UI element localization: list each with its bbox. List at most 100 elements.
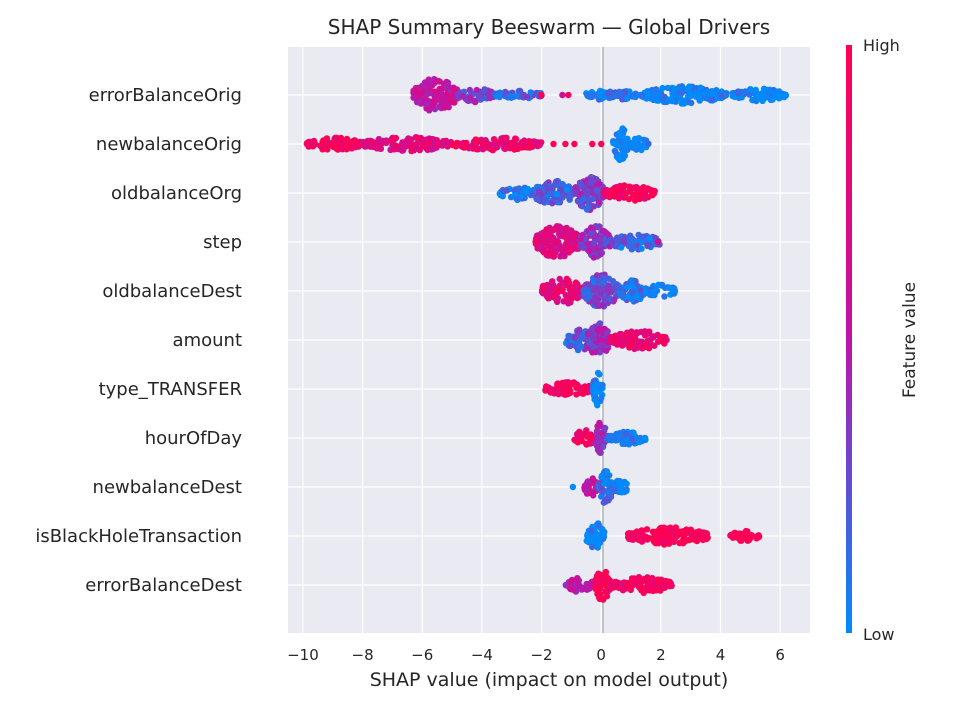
shap-point xyxy=(559,91,566,99)
shap-point xyxy=(535,187,543,195)
shap-point xyxy=(645,140,652,147)
shap-point xyxy=(567,285,574,293)
feature-label: isBlackHoleTransaction xyxy=(35,526,242,547)
shap-point xyxy=(466,86,473,94)
feature-label: oldbalanceOrg xyxy=(111,183,242,204)
shap-point xyxy=(596,371,603,378)
shap-point xyxy=(676,84,683,91)
shap-point xyxy=(566,291,573,299)
shap-point xyxy=(629,243,637,250)
shap-point xyxy=(474,145,481,152)
shap-point xyxy=(565,91,572,99)
colorbar xyxy=(846,45,852,633)
feature-label: newbalanceDest xyxy=(93,477,242,498)
shap-point xyxy=(630,184,637,191)
feature-label: type_TRANSFER xyxy=(99,379,242,400)
shap-point xyxy=(614,234,621,241)
shap-point xyxy=(692,532,699,540)
shap-point xyxy=(619,96,626,103)
feature-row xyxy=(563,320,670,356)
shap-point xyxy=(584,204,592,211)
shap-point xyxy=(592,348,599,356)
shap-point xyxy=(453,139,461,147)
shap-point xyxy=(593,272,601,279)
shap-point xyxy=(549,200,556,207)
shap-point xyxy=(596,321,603,328)
shap-point xyxy=(620,137,627,145)
shap-point xyxy=(654,238,662,246)
shap-point xyxy=(412,87,420,95)
shap-point xyxy=(671,91,678,98)
shap-point xyxy=(781,93,788,101)
shap-point xyxy=(624,284,631,291)
shap-point xyxy=(742,88,749,95)
shap-point xyxy=(619,339,626,347)
shap-point xyxy=(467,94,474,101)
shap-point xyxy=(559,181,566,188)
shap-point xyxy=(593,540,600,547)
shap-point xyxy=(646,235,653,242)
shap-point xyxy=(343,135,351,143)
shap-point xyxy=(604,282,612,289)
shap-point xyxy=(373,145,381,152)
shap-point xyxy=(439,91,446,98)
shap-point xyxy=(597,285,604,292)
shap-point xyxy=(596,199,603,206)
shap-point xyxy=(415,93,422,101)
shap-point xyxy=(431,100,438,107)
shap-point xyxy=(515,185,523,192)
shap-point xyxy=(590,492,597,499)
shap-point xyxy=(752,89,759,97)
x-tick-label: −2 xyxy=(530,646,552,664)
shap-point xyxy=(429,145,436,153)
shap-point xyxy=(441,104,448,111)
shap-point xyxy=(599,443,607,450)
shap-point xyxy=(543,293,551,300)
shap-point xyxy=(618,580,626,587)
shap-point xyxy=(638,92,646,100)
shap-point xyxy=(623,480,630,487)
shap-point xyxy=(590,254,597,261)
shap-point xyxy=(636,438,643,446)
shap-point xyxy=(596,325,603,332)
shap-point xyxy=(626,236,633,243)
shap-point xyxy=(602,568,610,576)
shap-point xyxy=(565,300,572,307)
shap-point xyxy=(367,137,374,145)
shap-point xyxy=(600,325,608,333)
shap-point xyxy=(566,280,573,287)
shap-point xyxy=(599,381,606,389)
shap-point xyxy=(623,189,630,197)
shap-point xyxy=(583,441,590,448)
shap-point xyxy=(375,135,383,143)
shap-point xyxy=(608,239,616,246)
shap-point xyxy=(595,521,602,528)
shap-point xyxy=(680,528,687,535)
feature-row xyxy=(532,223,663,261)
shap-point xyxy=(553,178,560,185)
shap-point xyxy=(744,528,751,535)
shap-point xyxy=(605,90,612,98)
shap-point xyxy=(555,389,563,396)
shap-point xyxy=(776,88,783,95)
shap-point xyxy=(607,493,614,500)
shap-point xyxy=(607,190,614,198)
shap-point xyxy=(523,93,531,101)
x-tick-label: −8 xyxy=(352,646,374,664)
shap-point xyxy=(574,575,581,582)
shap-point xyxy=(516,87,524,95)
shap-point xyxy=(451,99,458,106)
shap-point xyxy=(555,242,563,250)
shap-point xyxy=(593,427,601,435)
shap-point xyxy=(571,334,578,341)
shap-point xyxy=(423,145,430,152)
shap-point xyxy=(614,153,621,160)
shap-point xyxy=(701,90,708,97)
shap-point xyxy=(603,593,611,600)
shap-point xyxy=(594,423,601,430)
shap-point xyxy=(593,381,600,388)
shap-point xyxy=(609,278,617,285)
shap-point xyxy=(734,88,742,95)
shap-point xyxy=(661,293,668,300)
